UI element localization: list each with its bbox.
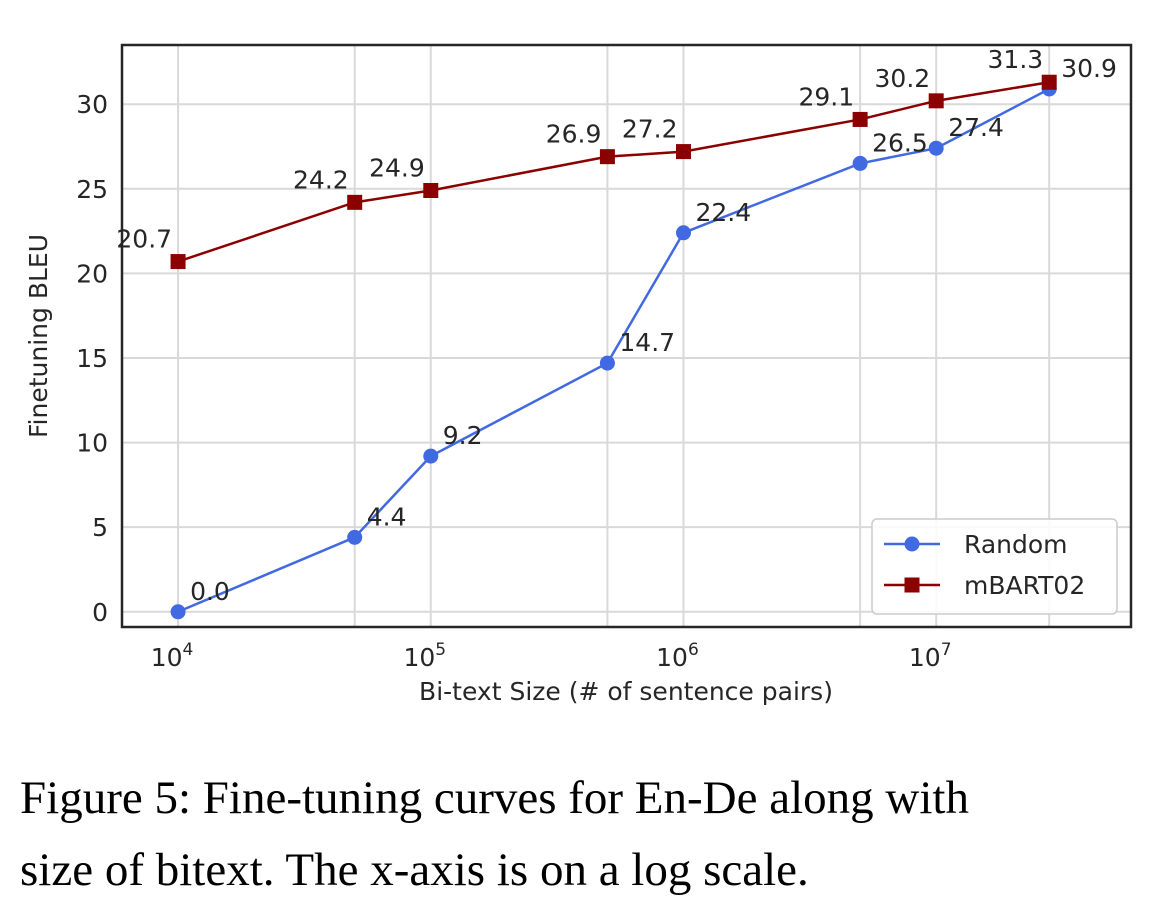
data-label: 26.9 [546,120,602,149]
data-label: 20.7 [116,225,172,254]
data-label: 24.2 [293,165,349,194]
ticks: 0 5 10 15 20 25 30 104 105 106 107 [76,90,951,672]
data-label: 31.3 [988,45,1044,74]
x-tick-label: 104 [151,640,194,672]
y-axis-label: Finetuning BLEU [24,234,53,438]
data-point-mbart02 [1041,74,1057,90]
x-tick-label: 107 [909,640,952,672]
data-label: 30.9 [1061,54,1117,83]
data-label: 30.2 [875,64,931,93]
data-label: 4.4 [367,502,407,531]
data-point-random [170,604,186,620]
caption-line-1: Figure 5: Fine-tuning curves for En-De a… [20,772,969,824]
y-tick-label: 25 [76,175,108,204]
caption-line-2: size of bitext. The x-axis is on a log s… [20,844,809,896]
data-label: 9.2 [443,421,483,450]
data-point-mbart02 [675,144,691,160]
legend-label: mBART02 [964,571,1085,600]
data-point-mbart02 [347,194,363,210]
data-point-random [675,225,691,241]
legend-marker [904,577,920,593]
series-line-random [177,87,1050,613]
y-tick-label: 30 [76,90,108,119]
series-layer: 0.0 4.4 9.2 14.7 22.4 26.5 27.4 30.9 20.7 24.2 24.… [116,45,1117,620]
data-point-random [347,529,363,545]
x-axis-label: Bi-text Size (# of sentence pairs) [419,677,833,706]
data-point-mbart02 [170,254,186,270]
legend: Random mBART02 [871,518,1118,615]
data-label: 29.1 [798,82,854,111]
x-tick-label: 106 [656,640,699,672]
data-label: 0.0 [190,577,230,606]
data-label: 14.7 [619,328,675,357]
data-point-mbart02 [852,111,868,127]
y-tick-label: 0 [92,598,108,627]
data-label: 24.9 [369,154,425,183]
legend-marker [904,536,920,552]
legend-label: Random [964,530,1068,559]
x-tick-label: 105 [403,640,446,672]
data-point-mbart02 [599,149,615,165]
data-label: 27.2 [622,115,678,144]
data-point-random [423,448,439,464]
y-tick-label: 10 [76,429,108,458]
data-label: 27.4 [948,113,1004,142]
data-point-random [928,140,944,156]
series-line-mbart02 [177,80,1050,263]
plot-frame [120,43,1133,629]
data-label: 26.5 [872,128,928,157]
data-point-random [599,355,615,371]
data-point-mbart02 [928,93,944,109]
y-tick-label: 15 [76,344,108,373]
data-label: 22.4 [695,198,751,227]
y-tick-label: 5 [92,513,108,542]
y-tick-label: 20 [76,259,108,288]
data-point-random [852,155,868,171]
data-point-mbart02 [423,183,439,198]
figure-caption: Figure 5: Fine-tuning curves for En-De a… [20,762,1150,906]
